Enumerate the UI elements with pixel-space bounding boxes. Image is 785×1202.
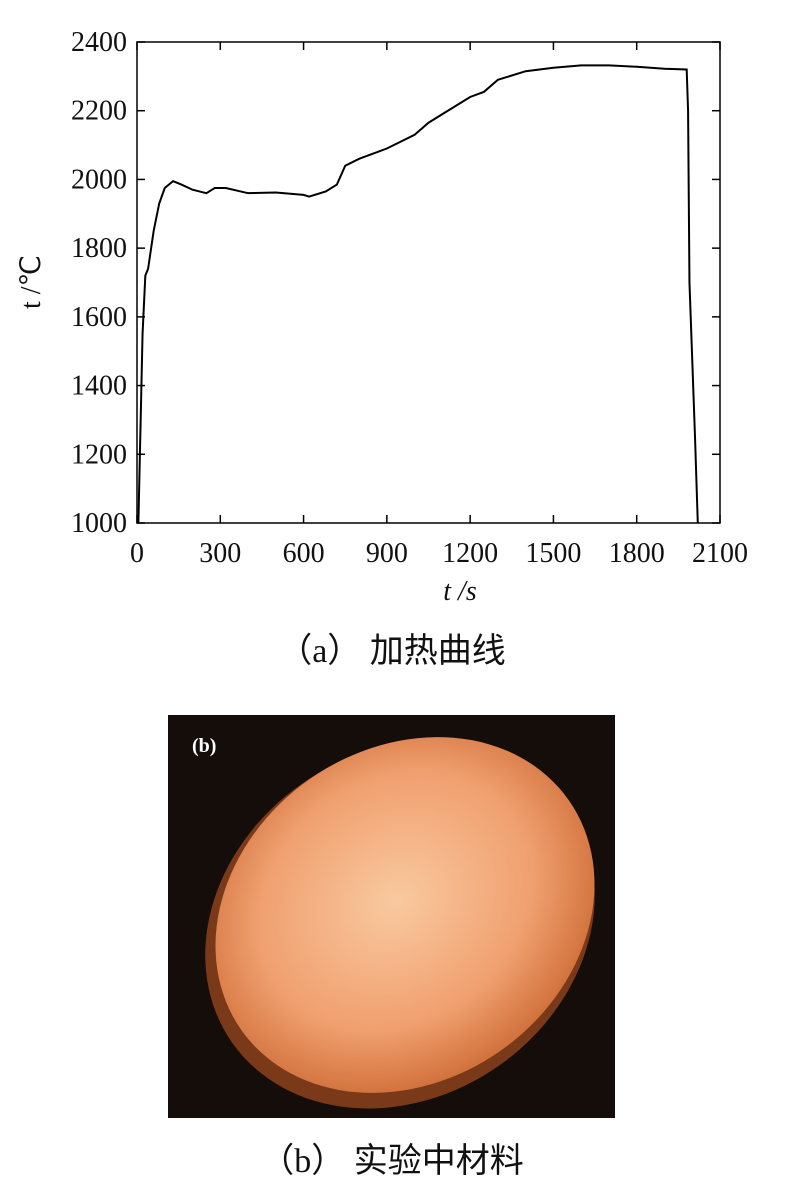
data-line: [137, 64, 699, 524]
y-tick-label: 1000: [71, 508, 127, 539]
x-tick-label: 1200: [442, 538, 498, 569]
y-tick-label: 1800: [71, 233, 127, 264]
x-tick-label: 300: [199, 538, 241, 569]
caption-a: （a） 加热曲线: [278, 632, 506, 670]
plot-frame: [136, 41, 721, 524]
photo: (b): [168, 715, 615, 1118]
x-tick-label: 900: [366, 538, 408, 569]
x-tick-label: 1500: [525, 538, 581, 569]
disc: [215, 737, 595, 1093]
y-tick-label: 1400: [71, 371, 127, 402]
x-axis-label: t /s: [443, 576, 477, 607]
y-tick-label: 2000: [71, 164, 127, 195]
x-tick-label: 1800: [609, 538, 665, 569]
y-tick-label: 2400: [71, 27, 127, 58]
y-tick-label: 1600: [71, 302, 127, 333]
photo-label: (b): [192, 735, 216, 757]
y-tick-label: 1200: [71, 439, 127, 470]
y-tick-label: 2200: [71, 96, 127, 127]
y-axis-label: t /℃: [16, 255, 47, 309]
x-tick-label: 600: [283, 538, 325, 569]
x-tick-label: 0: [130, 538, 144, 569]
caption-b: （b） 实验中材料: [260, 1142, 524, 1180]
x-tick-label: 2100: [692, 538, 748, 569]
